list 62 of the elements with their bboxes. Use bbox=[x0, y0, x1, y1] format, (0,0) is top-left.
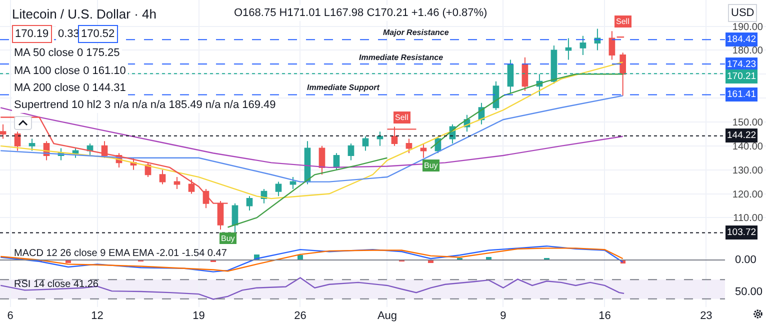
y-tick-label: 150.00 bbox=[732, 118, 764, 128]
annotation: Immediate Support bbox=[307, 83, 380, 92]
annotation: 170.52 bbox=[81, 28, 115, 40]
annotation: Buy bbox=[424, 161, 438, 170]
candlestick bbox=[348, 143, 354, 161]
y-tick-label: 180.00 bbox=[732, 46, 764, 57]
x-tick-label: Aug bbox=[377, 310, 398, 322]
x-tick-label: 6 bbox=[7, 310, 14, 322]
annotation: O168.75 H171.01 L167.98 C170.21 +1.46 (+0.87%) bbox=[234, 7, 488, 19]
candlestick bbox=[565, 38, 572, 60]
y-tick-label: 110.00 bbox=[733, 213, 764, 224]
annotation: Sell bbox=[395, 113, 409, 122]
annotation: MA 100 close 0 161.10 bbox=[14, 65, 126, 77]
ref-line-label: 170.21 bbox=[727, 71, 756, 82]
candlestick bbox=[72, 148, 79, 158]
text: Litecoin / U.S. Dollar · 4h bbox=[12, 6, 157, 22]
candlestick bbox=[290, 176, 296, 190]
annotation: Major Resistance bbox=[383, 28, 450, 37]
candlestick bbox=[188, 178, 195, 194]
x-tick-label: 19 bbox=[192, 310, 205, 322]
candlestick bbox=[232, 202, 238, 233]
x-tick-label: 26 bbox=[294, 310, 306, 322]
ref-line-label: 161.41 bbox=[727, 89, 756, 100]
annotation: MA 50 close 0 175.25 bbox=[14, 47, 120, 59]
candlestick bbox=[159, 169, 166, 185]
x-tick-label: 12 bbox=[91, 310, 104, 322]
annotation: 50.00 bbox=[735, 286, 763, 298]
candlestick bbox=[275, 181, 282, 197]
ref-line-label: 174.23 bbox=[727, 59, 756, 70]
candlestick bbox=[376, 131, 384, 146]
candlestick bbox=[246, 196, 253, 212]
candlestick bbox=[362, 136, 369, 152]
candlestick bbox=[580, 35, 586, 56]
annotation: Sell bbox=[616, 17, 630, 26]
y-tick-label: 120.00 bbox=[732, 189, 764, 200]
x-tick-label: 16 bbox=[598, 310, 611, 322]
candlestick bbox=[28, 138, 36, 152]
annotation: Supertrend 10 hl2 3 n/a n/a n/a 185.49 n/a n/a 169.49 bbox=[14, 99, 276, 111]
x-tick-label: 23 bbox=[700, 310, 712, 322]
candlestick bbox=[0, 124, 6, 140]
annotation: 170.19 bbox=[15, 28, 49, 40]
x-tick-label: 9 bbox=[500, 310, 506, 322]
candlestick bbox=[174, 176, 180, 190]
candlestick bbox=[608, 30, 616, 60]
candlestick bbox=[318, 145, 326, 176]
candlestick bbox=[420, 143, 427, 158]
annotation: MA 200 close 0 144.31 bbox=[14, 82, 126, 94]
annotation: USD bbox=[731, 7, 754, 19]
y-tick-label: 190.00 bbox=[732, 22, 764, 33]
annotation: Buy bbox=[221, 234, 235, 243]
chart-title: RSI 14 close 41.26 bbox=[14, 279, 99, 290]
candlestick bbox=[406, 138, 412, 154]
ref-line-label: 103.72 bbox=[727, 227, 756, 238]
ref-line-label: 184.42 bbox=[727, 34, 756, 45]
y-tick-label: 140.00 bbox=[732, 141, 764, 152]
candlestick bbox=[522, 56, 528, 92]
candlestick bbox=[14, 131, 21, 152]
ref-line-label: 0.00 bbox=[735, 254, 756, 266]
chart-title: MACD 12 26 close 9 EMA EMA -2.01 -1.54 0.47 bbox=[14, 248, 228, 259]
ref-line-label: 144.22 bbox=[727, 130, 756, 141]
annotation: Immediate Resistance bbox=[359, 53, 444, 62]
y-tick-label: 130.00 bbox=[732, 165, 764, 176]
